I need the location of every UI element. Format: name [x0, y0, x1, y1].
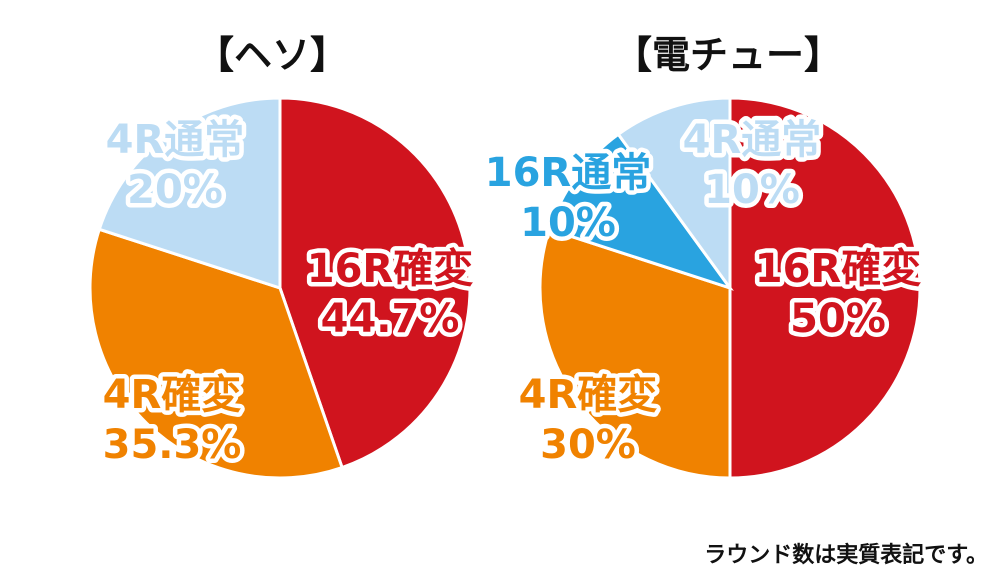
slice-value-heso-0: 44.7% [321, 296, 460, 342]
pie-slice-denchu-2 [547, 132, 734, 291]
pie-slice-heso-2 [97, 96, 282, 291]
slice-label-heso-1: 4R確変 35.3% [103, 372, 242, 468]
slice-label-heso-2: 4R通常 20% [106, 117, 245, 213]
pie-slice-heso-0 [278, 96, 472, 470]
slice-name-heso-0: 16R確変 [307, 246, 473, 292]
slice-name-heso-1: 4R確変 [103, 372, 242, 418]
slice-name-denchu-2: 16R通常 [485, 150, 651, 196]
chart-title-denchu: 【電チュー】 [614, 33, 842, 77]
pie-slice-denchu-0 [728, 96, 922, 480]
slice-name-denchu-3: 4R通常 [683, 117, 822, 163]
pie-chart-denchu: 【電チュー】 16R確変 50%4R確変 30%16R通常 10%4R通常 10% [480, 33, 926, 480]
slice-label-denchu-0: 16R確変 50% [755, 246, 921, 342]
slice-value-denchu-3: 10% [704, 167, 800, 213]
slice-label-denchu-1: 4R確変 30% [519, 372, 658, 468]
slice-value-denchu-0: 50% [790, 296, 886, 342]
slice-name-denchu-1: 4R確変 [519, 372, 658, 418]
slice-value-heso-2: 20% [127, 167, 223, 213]
pie-slice-heso-1 [88, 227, 345, 480]
slice-name-denchu-0: 16R確変 [755, 246, 921, 292]
pie-slice-denchu-1 [538, 227, 732, 480]
chart-title-heso: 【ヘソ】 [196, 33, 348, 77]
slice-label-denchu-3: 4R通常 10% [683, 117, 822, 213]
slice-value-denchu-2: 10% [520, 200, 616, 246]
pie-slice-denchu-3 [616, 96, 732, 293]
slice-label-heso-0: 16R確変 44.7% [307, 246, 473, 342]
footnote: ラウンド数は実質表記です。 [704, 542, 988, 568]
slice-value-heso-1: 35.3% [103, 422, 242, 468]
slice-name-heso-2: 4R通常 [106, 117, 245, 163]
slice-value-denchu-1: 30% [540, 422, 636, 468]
pie-chart-heso: 【ヘソ】 16R確変 44.7% 4R確変 35.3% 4R通常 20% [88, 33, 478, 480]
slice-label-denchu-2: 16R通常 10% [485, 150, 651, 246]
